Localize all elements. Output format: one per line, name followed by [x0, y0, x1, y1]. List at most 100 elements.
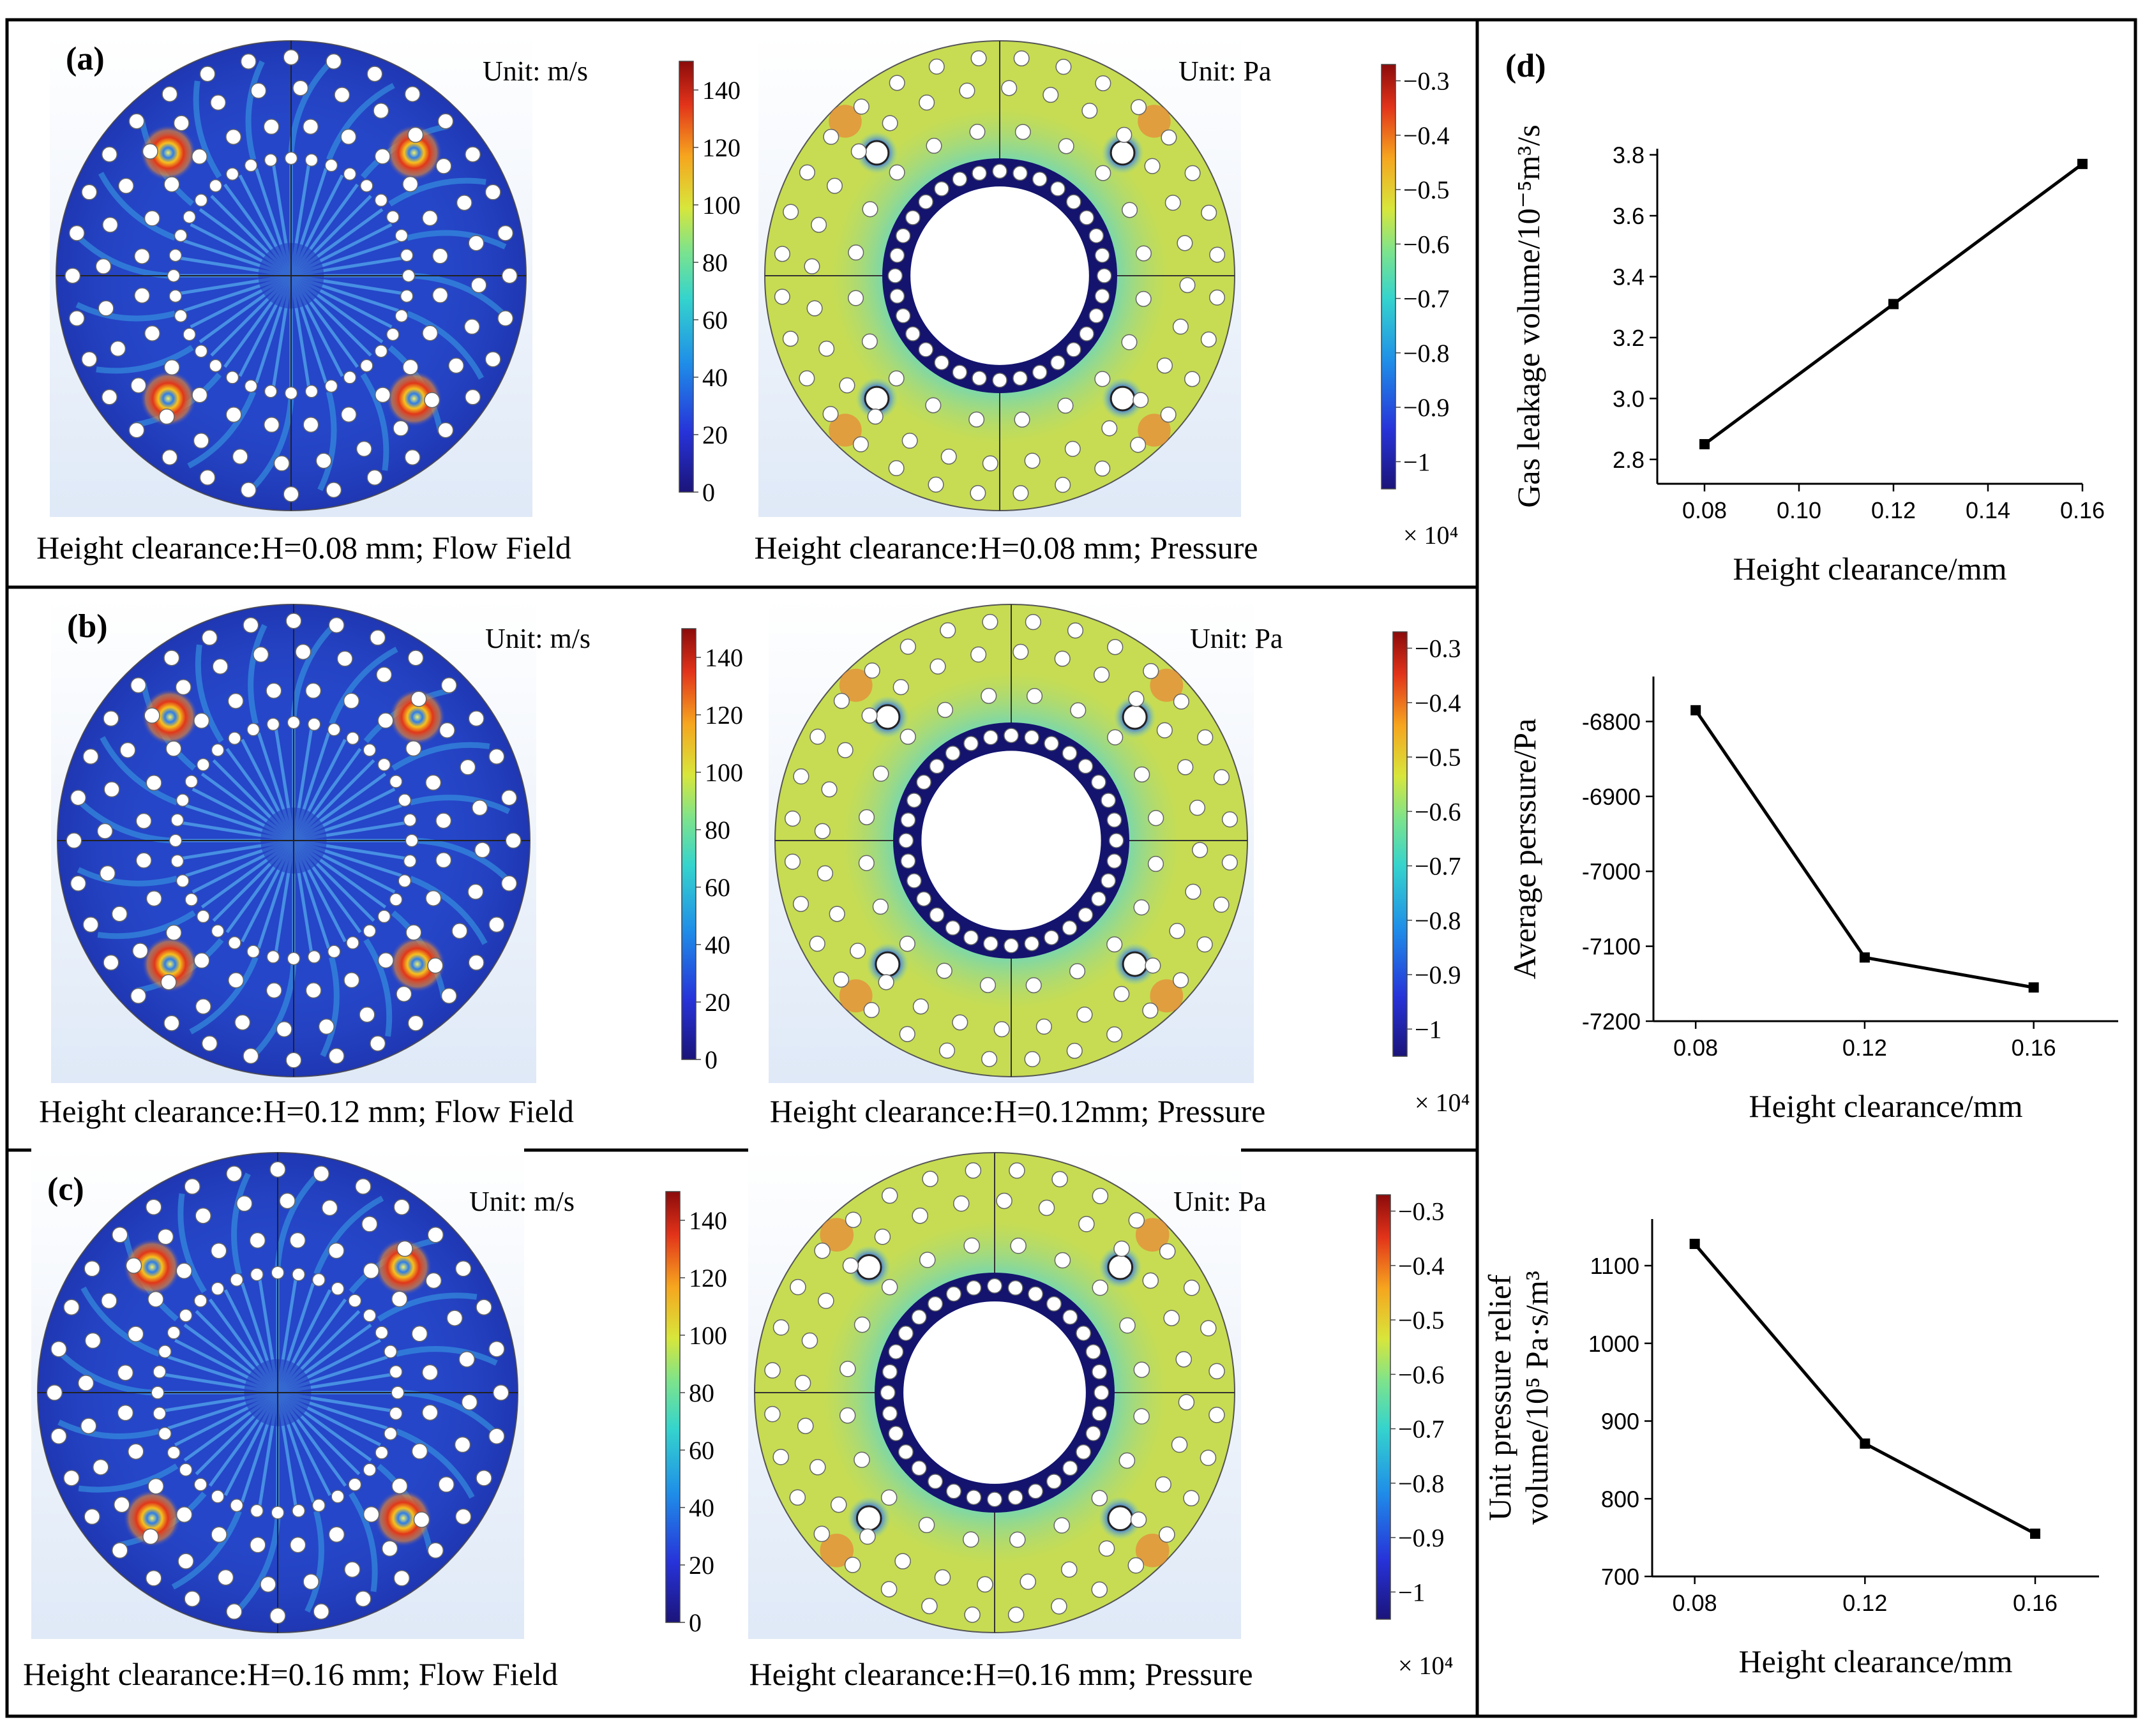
hole: [328, 1047, 345, 1065]
hole: [1042, 87, 1059, 103]
velocity-colorbar: [679, 61, 694, 493]
hole: [1196, 936, 1213, 953]
hole: [389, 893, 403, 906]
hole: [169, 248, 183, 262]
hole: [340, 128, 357, 145]
hole: [211, 1490, 225, 1504]
hole: [305, 682, 322, 699]
flow-streak: [377, 1292, 478, 1322]
hole: [132, 943, 149, 959]
hole: [1185, 883, 1201, 900]
colorbar-tick-label: −0.8: [1403, 339, 1450, 368]
hole: [82, 917, 99, 933]
hole: [348, 1294, 362, 1308]
hole: [1094, 248, 1110, 263]
hole: [400, 289, 414, 303]
hole: [1055, 477, 1071, 493]
flow-streak: [416, 837, 510, 882]
hole: [789, 1489, 806, 1506]
hole: [1007, 1280, 1023, 1296]
hole: [153, 1365, 167, 1379]
hole: [328, 1526, 345, 1543]
hole: [427, 957, 444, 974]
hole: [1066, 194, 1081, 209]
hole: [945, 920, 961, 936]
hole: [246, 722, 260, 737]
hole: [110, 340, 126, 357]
hole: [858, 809, 875, 826]
x-tick-label: 0.10: [1777, 497, 1821, 523]
hole: [972, 165, 987, 181]
flow-hotspot: [374, 1489, 432, 1547]
hole: [1061, 1561, 1078, 1578]
hole: [1091, 891, 1106, 907]
hole: [992, 163, 1007, 179]
hole: [377, 909, 391, 924]
hole: [839, 1407, 856, 1424]
flow-streak: [395, 1428, 475, 1499]
hole: [881, 1187, 898, 1204]
colorbar-tick-label: 60: [689, 1436, 714, 1465]
hole: [250, 82, 267, 99]
hole: [1173, 972, 1189, 989]
hole: [98, 300, 114, 317]
hole: [1066, 1042, 1083, 1059]
velocity-colorbar: [681, 628, 696, 1060]
hole: [1076, 1444, 1092, 1460]
hole: [809, 728, 826, 745]
hole: [1130, 437, 1147, 453]
hole: [981, 1051, 998, 1067]
pressure-caption: Height clearance:H=0.12mm; Pressure: [770, 1093, 1266, 1129]
flow-hotspot: [140, 370, 197, 427]
hole: [1128, 1212, 1145, 1229]
hole: [253, 646, 269, 663]
hole: [850, 943, 866, 959]
hole: [1067, 622, 1084, 639]
flow-streak: [402, 1389, 497, 1435]
hole: [928, 1474, 944, 1490]
hole: [285, 613, 302, 629]
hole: [174, 309, 188, 323]
hole: [70, 875, 87, 892]
hole: [250, 1536, 266, 1553]
hole: [393, 1569, 410, 1587]
colorbar-tick-label: −0.6: [1398, 1360, 1445, 1389]
hole: [307, 950, 321, 964]
hole: [455, 1508, 472, 1525]
hole: [1076, 1006, 1093, 1023]
pressure-suction-hole: [864, 385, 890, 412]
hole: [193, 712, 210, 729]
hole: [1164, 195, 1181, 211]
hole: [794, 1375, 811, 1391]
hole: [236, 1195, 253, 1212]
hole: [492, 1384, 509, 1401]
hole: [210, 94, 227, 111]
hole: [144, 707, 160, 724]
hole: [500, 875, 518, 892]
colorbar-tick-label: 100: [702, 191, 741, 220]
hole: [80, 1418, 97, 1434]
hole: [898, 1444, 914, 1460]
hole: [66, 832, 82, 849]
flow-hotspot: [141, 688, 199, 745]
hole: [70, 789, 87, 806]
hole: [384, 1426, 398, 1440]
pressure-edge-spot: [1138, 414, 1171, 447]
hole: [289, 1536, 306, 1553]
hole: [817, 865, 834, 881]
hole: [925, 397, 942, 414]
hole: [355, 1178, 372, 1195]
hole: [103, 781, 120, 798]
panel-row-c: (c) Unit: m/s Unit: Pa 0 20 40 60 80 100 120 140 −0…: [23, 1146, 1454, 1692]
pressure-unit-label: Unit: Pa: [1178, 56, 1271, 87]
hole: [814, 823, 831, 839]
hole: [84, 1260, 101, 1277]
hole: [439, 722, 455, 738]
flow-streak: [275, 1173, 320, 1268]
hole: [1078, 1216, 1095, 1232]
hole: [916, 891, 931, 907]
flow-streak: [413, 273, 506, 317]
hole: [1119, 1317, 1136, 1334]
hole: [363, 1506, 380, 1523]
hole: [811, 216, 827, 233]
